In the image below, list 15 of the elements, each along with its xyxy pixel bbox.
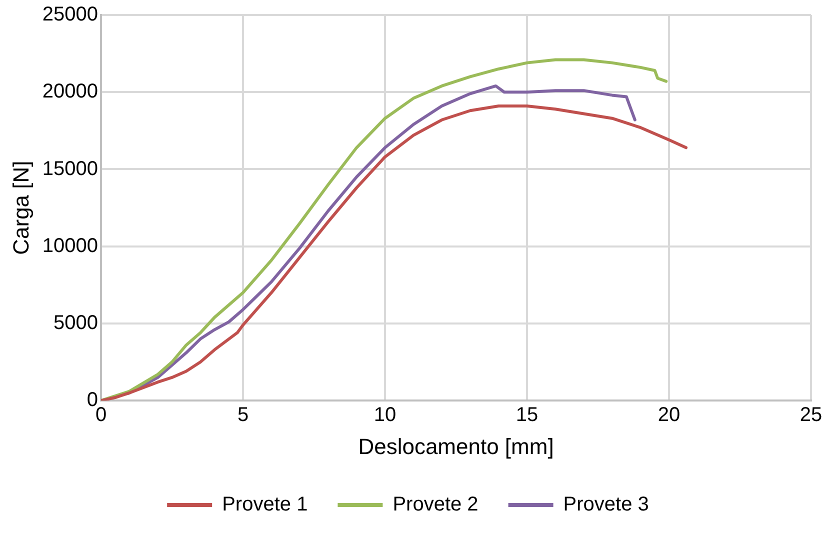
legend-label: Provete 1	[222, 494, 308, 516]
y-tick-label: 10000	[42, 234, 98, 257]
y-tick-label: 5000	[54, 312, 98, 334]
x-tick-label: 25	[800, 404, 822, 426]
legend-label: Provete 2	[392, 494, 478, 516]
y-tick-label: 25000	[42, 4, 98, 26]
y-tick-label: 20000	[42, 80, 98, 103]
y-axis-title: Carga [N]	[8, 160, 34, 255]
x-tick-label: 10	[374, 404, 396, 426]
x-axis-title: Deslocamento [mm]	[358, 434, 554, 459]
x-tick-label: 15	[516, 404, 538, 426]
x-tick-label: 20	[658, 404, 680, 426]
x-tick-label: 5	[237, 404, 249, 426]
y-tick-label: 15000	[42, 158, 98, 180]
legend-label: Provete 3	[563, 494, 649, 516]
